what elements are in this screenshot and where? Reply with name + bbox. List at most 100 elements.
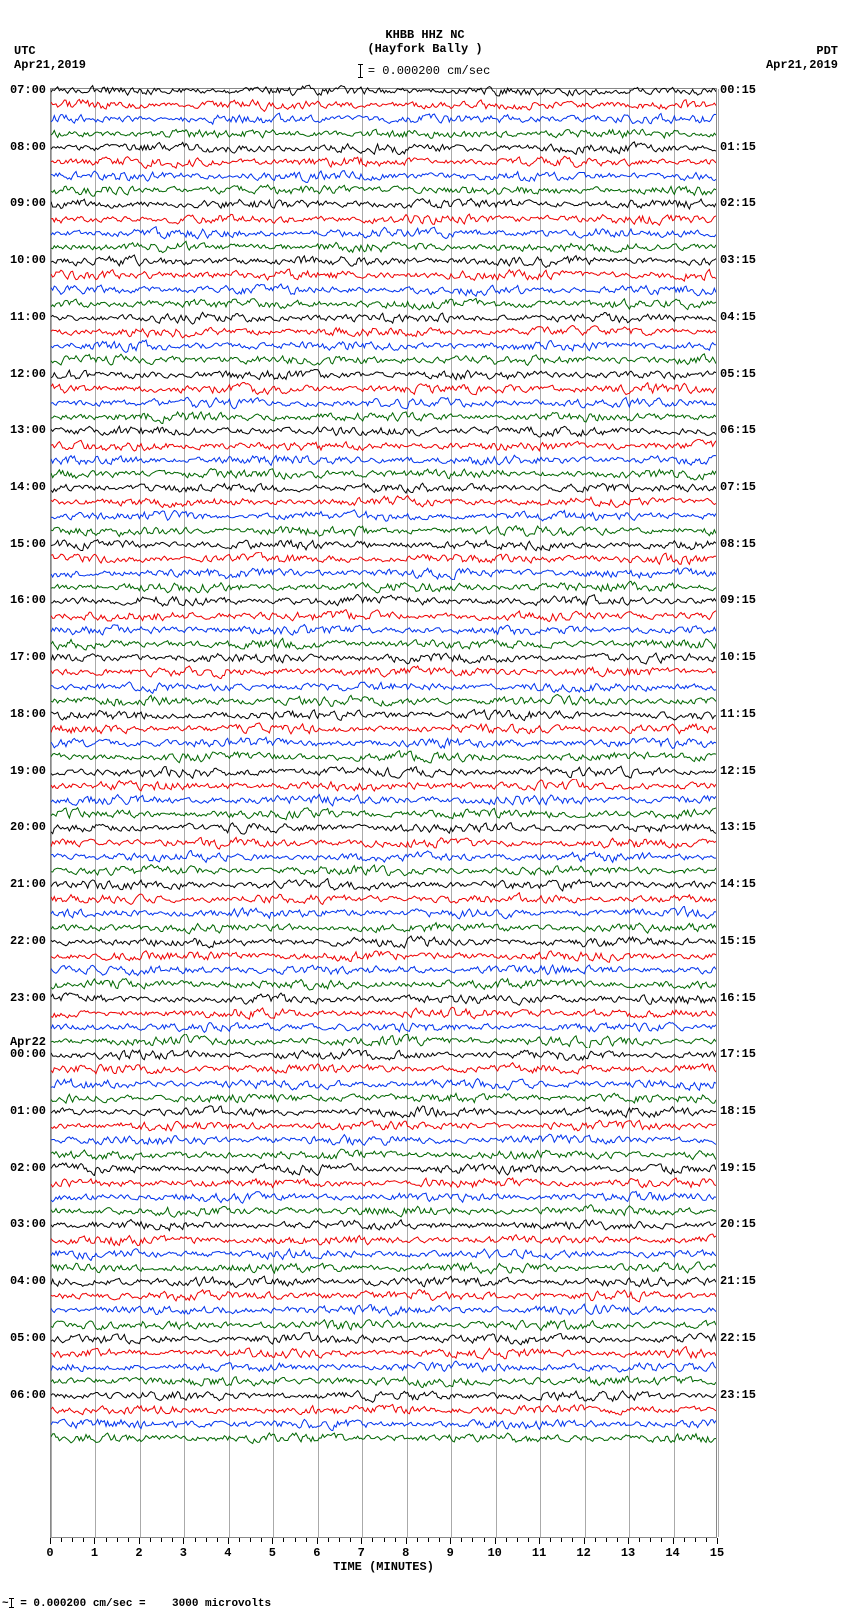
seismic-trace — [51, 1091, 716, 1105]
x-tick-label: 9 — [447, 1546, 454, 1560]
x-tick-minor — [195, 1538, 196, 1542]
scale-marker: = 0.000200 cm/sec — [0, 64, 850, 78]
seismic-trace — [51, 1034, 716, 1048]
x-tick-minor — [283, 1538, 284, 1542]
utc-time-label: 06:00 — [10, 1388, 46, 1402]
x-tick-minor — [428, 1538, 429, 1542]
seismic-trace — [51, 807, 716, 821]
local-time-label: 01:15 — [720, 140, 756, 154]
seismic-trace — [51, 765, 716, 779]
seismic-trace — [51, 1247, 716, 1261]
x-tick-minor — [239, 1538, 240, 1542]
x-tick-minor — [528, 1538, 529, 1542]
seismic-trace — [51, 1275, 716, 1289]
seismic-trace — [51, 396, 716, 410]
seismic-trace — [51, 268, 716, 282]
x-tick-minor — [639, 1538, 640, 1542]
x-tick-minor — [106, 1538, 107, 1542]
local-time-label: 03:15 — [720, 253, 756, 267]
seismic-trace — [51, 1190, 716, 1204]
x-tick-minor — [506, 1538, 507, 1542]
x-tick-minor — [61, 1538, 62, 1542]
x-tick — [584, 1538, 585, 1544]
footer-text-pre: = 0.000200 cm/sec = — [20, 1598, 145, 1610]
seismic-trace — [51, 821, 716, 835]
x-tick-label: 5 — [269, 1546, 276, 1560]
x-tick — [317, 1538, 318, 1544]
x-tick-minor — [517, 1538, 518, 1542]
x-tick-minor — [417, 1538, 418, 1542]
x-tick-label: 13 — [621, 1546, 635, 1560]
x-tick-minor — [484, 1538, 485, 1542]
local-time-label: 07:15 — [720, 480, 756, 494]
station-subtitle: (Hayfork Bally ) — [0, 42, 850, 56]
seismic-trace — [51, 977, 716, 991]
seismic-trace — [51, 1360, 716, 1374]
footer-scale-bar-icon — [11, 1598, 12, 1608]
x-tick — [272, 1538, 273, 1544]
seismic-trace — [51, 708, 716, 722]
seismic-trace — [51, 1417, 716, 1431]
seismic-trace — [51, 1431, 716, 1445]
x-tick — [495, 1538, 496, 1544]
x-tick — [717, 1538, 718, 1544]
station-title: KHBB HHZ NC — [0, 28, 850, 42]
utc-time-label: 01:00 — [10, 1104, 46, 1118]
seismic-trace — [51, 311, 716, 325]
seismic-trace — [51, 368, 716, 382]
seismic-trace — [51, 594, 716, 608]
x-tick-minor — [72, 1538, 73, 1542]
seismic-trace — [51, 836, 716, 850]
utc-time-label: 11:00 — [10, 310, 46, 324]
utc-time-label: 20:00 — [10, 820, 46, 834]
seismic-trace — [51, 297, 716, 311]
x-tick-minor — [461, 1538, 462, 1542]
seismic-trace — [51, 1346, 716, 1360]
x-tick — [361, 1538, 362, 1544]
x-tick-minor — [472, 1538, 473, 1542]
gridline — [718, 89, 719, 1537]
utc-time-label: 08:00 — [10, 140, 46, 154]
local-time-label: 15:15 — [720, 934, 756, 948]
x-tick — [139, 1538, 140, 1544]
seismic-trace — [51, 155, 716, 169]
x-tick-minor — [206, 1538, 207, 1542]
seismic-trace — [51, 750, 716, 764]
seismic-trace — [51, 424, 716, 438]
local-time-label: 21:15 — [720, 1274, 756, 1288]
x-tick-minor — [350, 1538, 351, 1542]
seismic-trace — [51, 141, 716, 155]
x-tick-minor — [250, 1538, 251, 1542]
x-tick-minor — [606, 1538, 607, 1542]
local-time-label: 06:15 — [720, 423, 756, 437]
x-tick-minor — [706, 1538, 707, 1542]
seismic-trace — [51, 240, 716, 254]
x-tick-minor — [395, 1538, 396, 1542]
x-tick-label: 4 — [224, 1546, 231, 1560]
local-time-label: 08:15 — [720, 537, 756, 551]
seismic-trace — [51, 580, 716, 594]
x-tick-label: 15 — [710, 1546, 724, 1560]
x-tick-label: 11 — [532, 1546, 546, 1560]
local-time-label: 23:15 — [720, 1388, 756, 1402]
local-time-label: 13:15 — [720, 820, 756, 834]
x-tick-label: 7 — [358, 1546, 365, 1560]
seismic-trace — [51, 538, 716, 552]
utc-time-label: 02:00 — [10, 1161, 46, 1175]
x-tick-minor — [372, 1538, 373, 1542]
local-time-label: 16:15 — [720, 991, 756, 1005]
utc-time-label: 09:00 — [10, 196, 46, 210]
seismic-trace — [51, 410, 716, 424]
x-tick-minor — [83, 1538, 84, 1542]
utc-time-label: 16:00 — [10, 593, 46, 607]
seismic-trace — [51, 481, 716, 495]
utc-time-label: 15:00 — [10, 537, 46, 551]
x-tick-minor — [306, 1538, 307, 1542]
seismic-trace — [51, 935, 716, 949]
x-tick-label: 3 — [180, 1546, 187, 1560]
seismic-trace — [51, 637, 716, 651]
utc-time-label: 17:00 — [10, 650, 46, 664]
seismic-trace — [51, 212, 716, 226]
seismic-trace — [51, 892, 716, 906]
seismic-trace — [51, 552, 716, 566]
